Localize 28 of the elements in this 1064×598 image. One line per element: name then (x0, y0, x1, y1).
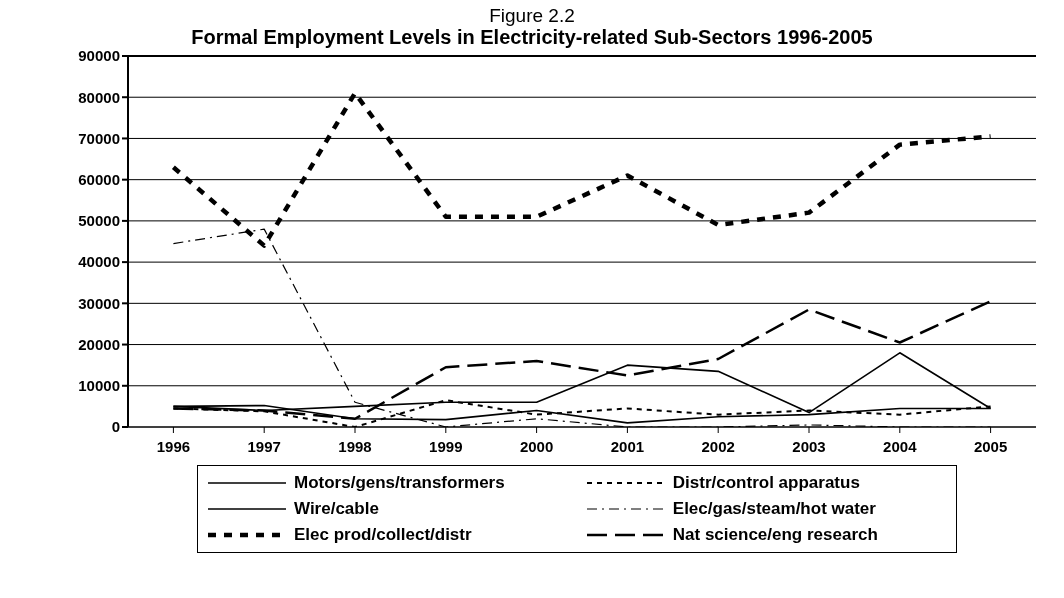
y-tick-label: 20000 (78, 335, 120, 353)
y-tick-label: 60000 (78, 170, 120, 188)
y-tick-label: 50000 (78, 212, 120, 230)
x-tick-label: 2005 (973, 437, 1008, 455)
legend-label: Motors/gens/transformers (294, 473, 505, 493)
legend-label: Wire/cable (294, 499, 379, 519)
legend-label: Elec prod/collect/distr (294, 525, 472, 545)
x-tick-label: 2004 (883, 437, 918, 455)
y-tick-label: 70000 (78, 129, 120, 147)
y-tick-label: 10000 (78, 377, 120, 395)
legend-label: Distr/control apparatus (672, 473, 860, 493)
chart-subtitle: Formal Employment Levels in Electricity-related Sub-Sectors 1996-2005 (190, 26, 874, 48)
x-tick-label: 2002 (701, 437, 735, 455)
x-tick-label: 2003 (792, 437, 826, 455)
x-tick-label: 2001 (610, 437, 645, 455)
legend-label: Elec/gas/steam/hot water (672, 499, 876, 519)
y-tick-label: 30000 (78, 294, 120, 312)
x-tick-label: 2000 (519, 437, 554, 455)
y-tick-label: 40000 (78, 253, 120, 271)
x-tick-label: 1999 (429, 437, 463, 455)
y-tick-label: 80000 (78, 88, 120, 106)
x-tick-label: 1998 (338, 437, 372, 455)
chart-title: Figure 2.2 (488, 5, 576, 26)
legend-label: Nat science/eng research (672, 525, 878, 545)
x-tick-label: 1997 (247, 437, 281, 455)
y-tick-label: 0 (111, 418, 120, 436)
y-tick-label: 90000 (78, 47, 120, 65)
x-tick-label: 1996 (156, 437, 191, 455)
